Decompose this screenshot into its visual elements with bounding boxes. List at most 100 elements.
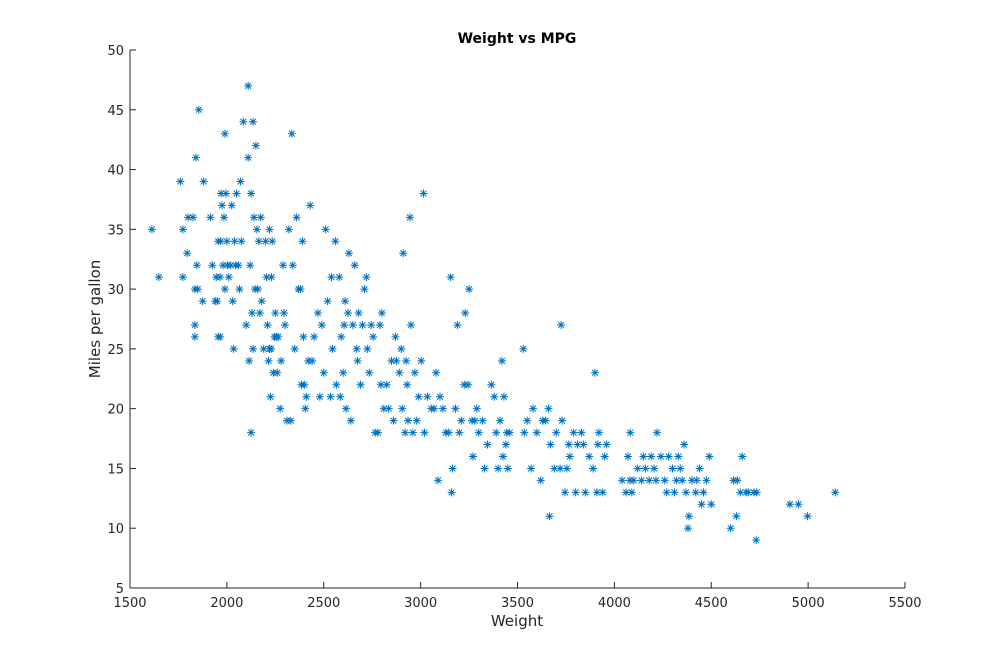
data-point	[398, 404, 407, 413]
data-point	[399, 249, 408, 258]
data-point	[281, 320, 289, 329]
data-point	[451, 404, 460, 413]
data-point	[198, 297, 207, 306]
data-point	[434, 476, 443, 485]
y-tick-label: 30	[107, 283, 124, 298]
data-point	[546, 440, 555, 449]
data-point	[598, 488, 607, 497]
data-point	[235, 285, 244, 294]
data-point	[738, 452, 747, 461]
data-point	[326, 392, 335, 401]
data-point	[438, 404, 447, 413]
data-point	[221, 189, 230, 198]
data-point	[256, 213, 265, 222]
data-point	[222, 237, 231, 246]
data-point	[404, 416, 413, 425]
data-point	[403, 380, 412, 389]
data-point	[267, 273, 276, 282]
data-point	[602, 440, 611, 449]
y-tick-label: 15	[107, 462, 124, 477]
data-point	[571, 488, 580, 497]
data-point	[674, 452, 683, 461]
data-point	[672, 476, 681, 485]
data-point	[213, 297, 222, 306]
data-point	[678, 476, 687, 485]
data-point	[249, 344, 258, 353]
data-point	[670, 488, 679, 497]
y-tick-label: 20	[107, 403, 124, 418]
data-point	[284, 225, 293, 234]
data-point	[691, 488, 700, 497]
data-point	[302, 392, 311, 401]
data-point	[249, 117, 258, 126]
data-point	[593, 440, 602, 449]
x-tick-label: 3500	[501, 596, 534, 611]
data-point	[147, 225, 156, 234]
x-axis-label: Weight	[491, 612, 543, 630]
data-point	[300, 380, 309, 389]
y-ticks: 5 10 15 20 25 30 35 40 45 50	[107, 44, 136, 597]
data-point	[365, 368, 374, 377]
data-point	[266, 392, 275, 401]
data-point	[363, 344, 372, 353]
data-point	[464, 380, 473, 389]
data-point	[288, 261, 297, 270]
x-tick-label: 2500	[307, 596, 340, 611]
data-point	[248, 309, 257, 318]
data-point	[217, 189, 226, 198]
data-point	[687, 476, 696, 485]
data-point	[401, 428, 410, 437]
data-point	[622, 488, 630, 497]
data-point	[520, 428, 529, 437]
data-point	[527, 464, 536, 473]
data-point	[328, 344, 337, 353]
data-point	[483, 440, 492, 449]
data-point	[337, 332, 346, 341]
data-point	[352, 344, 361, 353]
data-point	[247, 428, 256, 437]
data-point	[190, 332, 199, 341]
data-point	[478, 416, 487, 425]
data-point	[699, 488, 708, 497]
data-point	[389, 416, 398, 425]
data-point	[276, 404, 285, 413]
data-point	[344, 249, 353, 258]
data-point	[287, 129, 296, 138]
data-point	[490, 392, 499, 401]
data-point	[465, 285, 474, 294]
data-point	[336, 392, 345, 401]
chart-title: Weight vs MPG	[458, 31, 577, 47]
data-point	[736, 488, 745, 497]
data-point	[680, 440, 689, 449]
data-point	[259, 344, 268, 353]
data-point	[319, 368, 328, 377]
data-point	[376, 380, 385, 389]
x-tick-label: 5500	[888, 596, 921, 611]
data-point	[358, 320, 367, 329]
data-point	[785, 500, 794, 509]
data-point	[331, 237, 340, 246]
data-point	[487, 380, 496, 389]
data-point	[494, 464, 503, 473]
data-point	[430, 404, 439, 413]
data-point	[239, 117, 248, 126]
data-point	[299, 332, 308, 341]
data-point	[579, 440, 588, 449]
data-point	[317, 320, 326, 329]
y-tick-label: 10	[107, 522, 124, 537]
data-point	[455, 428, 464, 437]
data-point	[410, 368, 419, 377]
data-point	[499, 392, 508, 401]
data-point	[470, 416, 479, 425]
x-tick-label: 1500	[113, 596, 146, 611]
y-tick-label: 50	[107, 44, 124, 59]
data-point	[831, 488, 840, 497]
data-point	[228, 297, 237, 306]
data-point	[384, 404, 393, 413]
data-point	[474, 428, 483, 437]
data-point	[232, 189, 241, 198]
data-point	[360, 285, 369, 294]
data-point	[255, 309, 264, 318]
data-point	[245, 356, 254, 365]
data-point	[206, 213, 215, 222]
